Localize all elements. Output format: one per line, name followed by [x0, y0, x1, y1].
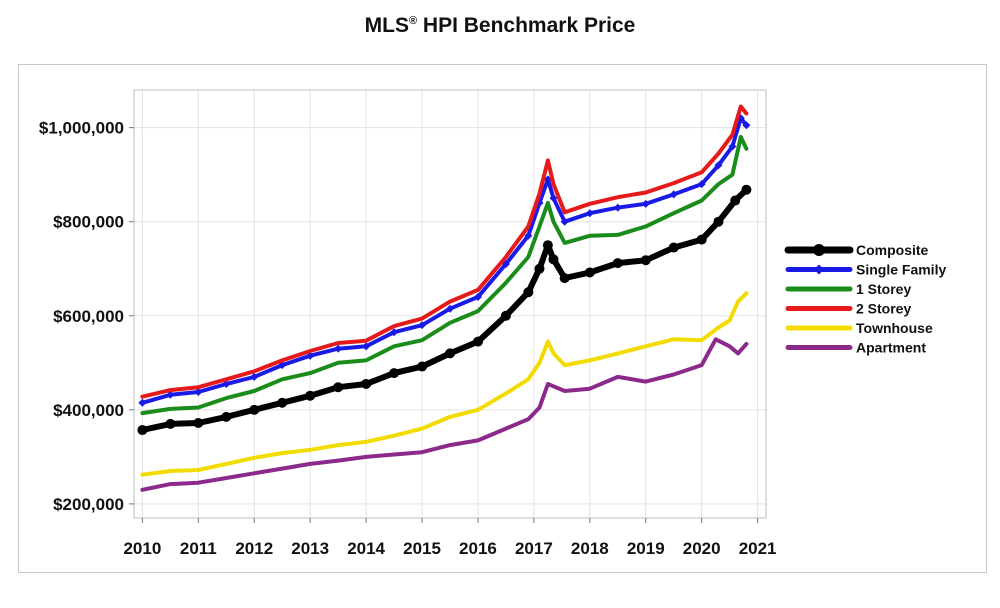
- point-single-family-0: [138, 398, 147, 407]
- series-line-townhouse: [140, 291, 749, 477]
- legend-label-townhouse: Townhouse: [856, 320, 933, 336]
- point-single-family-3: [222, 379, 231, 388]
- x-tick-label-2017: 2017: [515, 539, 553, 558]
- x-tick-label-2012: 2012: [235, 539, 273, 558]
- point-composite-11: [445, 348, 455, 359]
- point-single-family-4: [250, 372, 259, 381]
- point-composite-8: [361, 378, 372, 389]
- point-composite-17: [548, 254, 559, 265]
- x-tick-label-2020: 2020: [683, 539, 721, 558]
- series-line-apartment: [140, 337, 749, 492]
- point-single-family-24: [714, 161, 723, 170]
- point-composite-1: [165, 418, 176, 429]
- y-tick-label-1000000: $1,000,000: [39, 119, 124, 138]
- point-single-family-21: [641, 199, 650, 208]
- point-single-family-19: [585, 209, 594, 218]
- point-composite-5: [277, 397, 288, 408]
- x-axis-ticks: 2010 2011 2012 2013 2014 2015 2016 2017 2018 2019…: [123, 518, 777, 558]
- point-single-family-14: [524, 231, 533, 240]
- legend-label-2-storey: 2 Storey: [856, 301, 911, 317]
- legend-label-apartment: Apartment: [856, 340, 926, 356]
- y-tick-label-400000: $400,000: [53, 401, 124, 420]
- x-tick-label-2019: 2019: [627, 539, 665, 558]
- point-composite-13: [500, 310, 511, 321]
- point-single-family-11: [446, 304, 454, 313]
- point-single-family-8: [362, 342, 371, 351]
- point-composite-16: [542, 240, 553, 251]
- point-composite-14: [523, 287, 534, 298]
- point-single-family-2: [194, 387, 203, 396]
- point-single-family-27: [742, 121, 751, 130]
- point-composite-26: [741, 184, 752, 195]
- point-composite-20: [612, 258, 623, 269]
- plot-area: [133, 89, 767, 519]
- point-single-family-7: [334, 344, 343, 353]
- point-composite-0: [137, 425, 148, 436]
- point-single-family-1: [166, 390, 175, 399]
- x-tick-label-2021: 2021: [739, 539, 777, 558]
- x-tick-label-2010: 2010: [123, 539, 161, 558]
- point-single-family-12: [473, 292, 482, 301]
- point-composite-19: [584, 267, 595, 278]
- point-composite-7: [333, 382, 344, 393]
- series-line-1-storey: [140, 135, 749, 416]
- point-single-family-23: [697, 180, 706, 189]
- point-composite-18: [559, 273, 570, 284]
- x-tick-label-2015: 2015: [403, 539, 441, 558]
- point-single-family-10: [418, 321, 427, 330]
- chart-frame: [18, 64, 987, 573]
- y-axis-ticks: $200,000 $400,000 $600,000 $800,000 $1,000,0…: [39, 119, 134, 514]
- point-single-family-17: [549, 194, 558, 203]
- point-composite-4: [249, 404, 260, 415]
- point-composite-24: [713, 216, 724, 227]
- point-composite-23: [696, 234, 707, 245]
- legend-marker-single-family: [814, 264, 824, 275]
- legend-label-single-family: Single Family: [856, 262, 946, 278]
- point-composite-6: [305, 390, 316, 401]
- point-single-family-22: [669, 190, 678, 199]
- point-composite-22: [668, 242, 679, 253]
- point-single-family-25: [728, 142, 737, 151]
- point-composite-12: [472, 336, 483, 347]
- legend: Composite Single Family 1 Storey 2 Storey To…: [784, 242, 946, 356]
- legend-label-composite: Composite: [856, 242, 929, 258]
- y-tick-label-200000: $200,000: [53, 495, 124, 514]
- series-line-single-family: [140, 116, 749, 405]
- title-main: MLS: [364, 14, 409, 37]
- grid: [134, 90, 766, 518]
- point-composite-3: [221, 411, 232, 422]
- point-single-family-20: [613, 203, 622, 212]
- point-composite-21: [640, 255, 651, 266]
- point-composite-9: [389, 368, 400, 379]
- series-line-2-storey: [140, 104, 749, 399]
- point-composite-10: [417, 361, 428, 372]
- point-composite-2: [193, 417, 204, 428]
- point-single-family-9: [390, 328, 399, 337]
- point-composite-25: [730, 195, 741, 206]
- x-tick-label-2016: 2016: [459, 539, 497, 558]
- legend-label-1-storey: 1 Storey: [856, 281, 911, 297]
- point-composite-15: [534, 263, 545, 274]
- x-tick-label-2011: 2011: [180, 539, 217, 558]
- title-registered-mark: ®: [408, 15, 418, 27]
- x-tick-label-2013: 2013: [291, 539, 329, 558]
- title-rest: HPI Benchmark Price: [417, 14, 636, 37]
- x-tick-label-2018: 2018: [571, 539, 609, 558]
- y-tick-label-800000: $800,000: [53, 213, 124, 232]
- x-tick-label-2014: 2014: [347, 539, 385, 558]
- point-single-family-18: [560, 217, 569, 226]
- y-tick-label-600000: $600,000: [53, 307, 124, 326]
- legend-marker-composite: [813, 244, 825, 256]
- series-layer: [137, 104, 752, 492]
- chart-title: MLS® HPI Benchmark Price: [0, 14, 1000, 38]
